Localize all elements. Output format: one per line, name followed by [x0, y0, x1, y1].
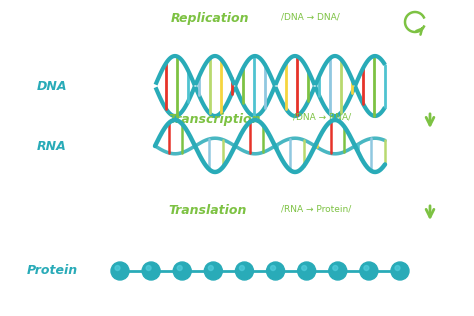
Text: DNA: DNA: [37, 80, 67, 93]
Circle shape: [239, 265, 245, 270]
Circle shape: [301, 265, 307, 270]
Text: Protein: Protein: [27, 264, 78, 277]
Text: Transcription: Transcription: [169, 113, 261, 126]
Text: RNA: RNA: [37, 139, 67, 153]
Circle shape: [333, 265, 338, 270]
Text: /RNA → Protein/: /RNA → Protein/: [281, 204, 351, 213]
Circle shape: [266, 262, 284, 280]
Circle shape: [271, 265, 275, 270]
Circle shape: [173, 262, 191, 280]
Text: Translation: Translation: [169, 204, 247, 217]
Text: Replication: Replication: [171, 12, 249, 25]
Circle shape: [142, 262, 160, 280]
Circle shape: [360, 262, 378, 280]
Circle shape: [391, 262, 409, 280]
Text: /DNA → RNA/: /DNA → RNA/: [293, 113, 351, 122]
Circle shape: [298, 262, 316, 280]
Circle shape: [204, 262, 222, 280]
Circle shape: [111, 262, 129, 280]
Circle shape: [329, 262, 347, 280]
Circle shape: [115, 265, 120, 270]
Circle shape: [209, 265, 213, 270]
Circle shape: [236, 262, 254, 280]
Circle shape: [395, 265, 400, 270]
Circle shape: [177, 265, 182, 270]
Circle shape: [364, 265, 369, 270]
Circle shape: [146, 265, 151, 270]
Text: /DNA → DNA/: /DNA → DNA/: [281, 12, 339, 21]
